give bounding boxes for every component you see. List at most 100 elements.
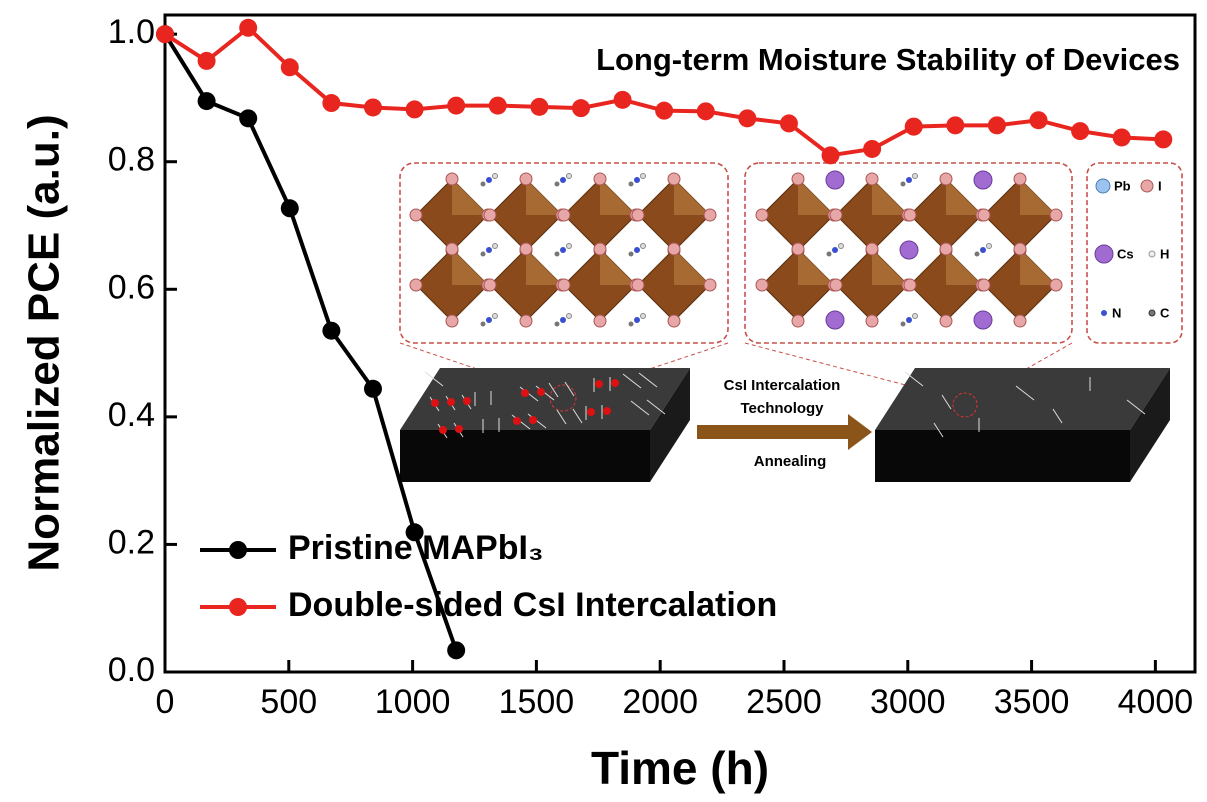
- chart: Long-term Moisture Stability of Devices …: [0, 0, 1207, 802]
- molecule: [634, 247, 640, 253]
- iodine: [520, 243, 532, 255]
- iodine: [792, 315, 804, 327]
- data-point: [530, 98, 548, 116]
- data-point: [1071, 122, 1089, 140]
- y-tick-label: 0.2: [108, 523, 155, 561]
- atom-label: Cs: [1117, 246, 1134, 261]
- molecule: [486, 247, 492, 253]
- molecule: [493, 244, 498, 249]
- molecule: [913, 174, 918, 179]
- molecule: [641, 244, 646, 249]
- data-point: [447, 97, 465, 115]
- x-tick-label: 500: [260, 683, 317, 721]
- atom-key: [1149, 251, 1155, 257]
- atom-label: H: [1160, 246, 1169, 261]
- defect: [595, 380, 603, 388]
- data-point: [198, 52, 216, 70]
- atom-key: [1141, 180, 1153, 192]
- iodine: [668, 243, 680, 255]
- data-point: [364, 380, 382, 398]
- data-point: [364, 98, 382, 116]
- data-point: [946, 116, 964, 134]
- x-tick-label: 3500: [994, 683, 1070, 721]
- molecule: [975, 252, 980, 257]
- x-tick-label: 0: [156, 683, 175, 721]
- iodine: [1050, 209, 1062, 221]
- molecule: [629, 252, 634, 257]
- data-point: [780, 114, 798, 132]
- molecule: [555, 322, 560, 327]
- cesium: [974, 171, 992, 189]
- atom-label: N: [1112, 305, 1121, 320]
- molecule: [486, 177, 492, 183]
- iodine: [668, 315, 680, 327]
- iodine: [484, 279, 496, 291]
- atom-key: [1149, 310, 1155, 316]
- y-axis-title: Normalized PCE (a.u.): [20, 114, 69, 571]
- process-arrow: [697, 414, 872, 450]
- iodine: [940, 243, 952, 255]
- data-point: [489, 97, 507, 115]
- data-point: [863, 140, 881, 158]
- data-point: [322, 322, 340, 340]
- iodine: [1014, 243, 1026, 255]
- legend-label: Double-sided CsI Intercalation: [288, 586, 777, 624]
- inset-illustration: [400, 163, 1182, 482]
- iodine: [1014, 315, 1026, 327]
- x-tick-label: 1500: [499, 683, 575, 721]
- film-front: [400, 430, 650, 482]
- data-point: [447, 641, 465, 659]
- molecule: [493, 174, 498, 179]
- defect: [611, 379, 619, 387]
- molecule: [641, 174, 646, 179]
- iodine: [446, 173, 458, 185]
- data-point: [281, 199, 299, 217]
- iodine: [792, 243, 804, 255]
- iodine: [830, 209, 842, 221]
- molecule: [987, 244, 992, 249]
- y-tick-label: 0.6: [108, 268, 155, 306]
- iodine: [978, 209, 990, 221]
- iodine: [830, 279, 842, 291]
- iodine: [866, 173, 878, 185]
- iodine: [594, 173, 606, 185]
- iodine: [520, 173, 532, 185]
- molecule: [567, 174, 572, 179]
- molecule: [567, 314, 572, 319]
- molecule: [481, 182, 486, 187]
- chart-title: Long-term Moisture Stability of Devices: [596, 42, 1180, 77]
- iodine: [558, 209, 570, 221]
- defect: [431, 399, 439, 407]
- molecule: [481, 252, 486, 257]
- iodine: [410, 279, 422, 291]
- x-tick-label: 2500: [746, 683, 822, 721]
- iodine: [866, 243, 878, 255]
- x-tick-label: 3000: [870, 683, 946, 721]
- defect: [513, 417, 521, 425]
- defect: [603, 407, 611, 415]
- molecule: [481, 322, 486, 327]
- iodine: [594, 243, 606, 255]
- atom-key: [1096, 179, 1110, 193]
- iodine: [792, 173, 804, 185]
- iodine: [904, 209, 916, 221]
- iodine: [558, 279, 570, 291]
- data-point: [655, 102, 673, 120]
- iodine: [704, 209, 716, 221]
- cesium: [826, 171, 844, 189]
- defect: [521, 389, 529, 397]
- legend-label: Pristine MAPbI₃: [288, 529, 544, 567]
- data-point: [988, 116, 1006, 134]
- cesium: [974, 311, 992, 329]
- defect: [439, 426, 447, 434]
- iodine: [704, 279, 716, 291]
- molecule: [901, 182, 906, 187]
- iodine: [446, 243, 458, 255]
- molecule: [906, 317, 912, 323]
- iodine: [446, 315, 458, 327]
- x-tick-label: 4000: [1118, 683, 1194, 721]
- iodine: [978, 279, 990, 291]
- molecule: [567, 244, 572, 249]
- molecule: [839, 244, 844, 249]
- film-top: [400, 368, 690, 430]
